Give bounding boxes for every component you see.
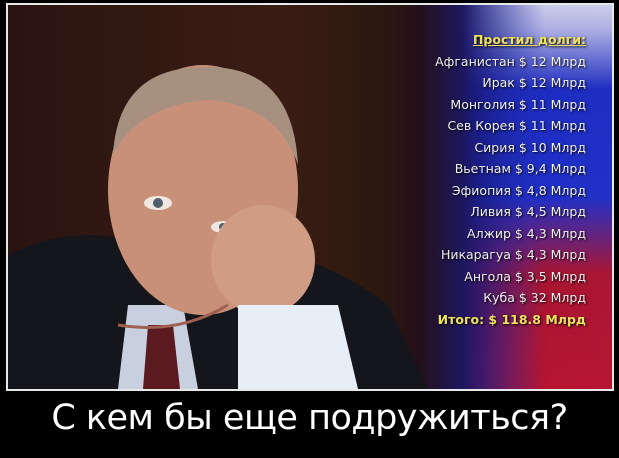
list-item: Алжир $ 4,3 Млрд <box>467 225 586 241</box>
list-item: Куба $ 32 Млрд <box>483 290 586 305</box>
list-item: Афганистан $ 12 Млрд <box>435 53 586 69</box>
meme-image: Простил долги: Афганистан $ 12 Млрд Ирак… <box>6 3 614 391</box>
russian-flag-background <box>462 5 612 389</box>
list-item: Никарагуа $ 4,3 Млрд <box>440 247 586 262</box>
list-item: Сирия $ 10 Млрд <box>474 139 586 155</box>
list-item: Эфиопия $ 4,8 Млрд <box>451 182 586 198</box>
list-item: Монголия $ 11 Млрд <box>450 96 586 112</box>
list-item: Ирак $ 12 Млрд <box>482 75 586 90</box>
caption: С кем бы еще подружиться? <box>51 398 568 438</box>
list-item: Ливия $ 4,5 Млрд <box>470 204 586 219</box>
list-total: Итого: $ 118.8 Млрд <box>437 311 586 327</box>
list-item: Вьетнам $ 9,4 Млрд <box>454 161 586 176</box>
forgiven-debts-list: Простил долги: Афганистан $ 12 Млрд Ирак… <box>435 29 586 330</box>
list-item: Сев Корея $ 11 Млрд <box>447 118 586 133</box>
list-title: Простил долги: <box>472 32 586 47</box>
list-item: Ангола $ 3,5 Млрд <box>464 268 586 284</box>
man-photo <box>8 65 428 389</box>
